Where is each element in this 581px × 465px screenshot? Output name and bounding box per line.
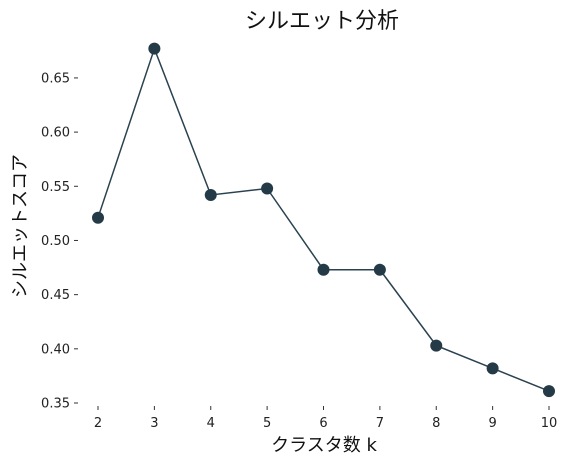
data-point-k8 (430, 339, 443, 352)
y-tick-label: 0.65 (41, 71, 70, 86)
y-tick-label: 0.50 (41, 234, 70, 249)
x-tick-label: 2 (94, 416, 102, 431)
data-points (92, 42, 555, 398)
data-point-k5 (261, 182, 274, 195)
x-tick-label: 5 (263, 416, 271, 431)
x-tick-label: 8 (432, 416, 440, 431)
x-axis-ticks: 2 3 4 5 6 7 8 9 10 (94, 406, 557, 431)
y-axis-ticks: 0.35 0.40 0.45 0.50 0.55 0.60 0.65 (41, 71, 78, 412)
x-axis-label: クラスタ数 k (271, 435, 377, 456)
data-point-k10 (543, 385, 555, 398)
y-tick-label: 0.60 (41, 126, 70, 141)
y-tick-label: 0.55 (41, 180, 70, 195)
data-point-k9 (486, 362, 499, 375)
data-point-k2 (92, 211, 104, 224)
data-point-k3 (148, 42, 161, 55)
x-tick-label: 3 (150, 416, 158, 431)
data-point-k6 (317, 263, 330, 276)
data-point-k4 (204, 188, 217, 201)
y-tick-label: 0.40 (41, 342, 70, 357)
x-tick-label: 6 (319, 416, 327, 431)
series-line (97, 46, 550, 392)
y-axis-label: シルエットスコア (10, 154, 31, 298)
x-tick-label: 7 (376, 416, 384, 431)
x-tick-label: 4 (207, 416, 215, 431)
data-point-k7 (373, 263, 386, 276)
x-tick-label: 10 (541, 416, 558, 431)
x-tick-label: 9 (488, 416, 496, 431)
y-tick-label: 0.45 (41, 288, 70, 303)
y-tick-label: 0.35 (41, 397, 70, 412)
chart-title: シルエット分析 (245, 9, 399, 34)
